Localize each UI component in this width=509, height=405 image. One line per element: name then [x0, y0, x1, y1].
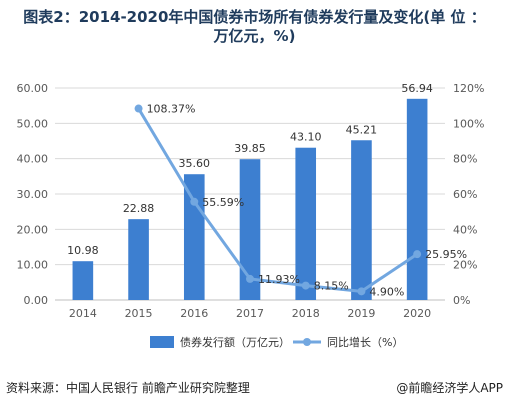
x-tick-label: 2014 [69, 307, 97, 320]
legend-bar-label: 债券发行额（万亿元） [180, 335, 290, 349]
y-right-tick-label: 120% [453, 82, 484, 95]
growth-point [357, 287, 366, 296]
growth-value-label: 4.90% [369, 285, 404, 298]
y-left-tick-label: 20.00 [17, 223, 49, 236]
x-tick-label: 2015 [125, 307, 153, 320]
growth-point [134, 104, 143, 113]
y-right-tick-label: 0% [453, 294, 470, 307]
source-note: 资料来源：中国人民银行 前瞻产业研究院整理 [6, 381, 250, 395]
bar-value-label: 22.88 [123, 202, 155, 215]
y-left-tick-label: 10.00 [17, 259, 49, 272]
y-right-tick-label: 100% [453, 117, 484, 130]
y-right-tick-label: 80% [453, 153, 477, 166]
bar-value-label: 43.10 [290, 131, 322, 144]
x-tick-label: 2018 [292, 307, 320, 320]
growth-point [301, 281, 310, 290]
x-tick-label: 2019 [347, 307, 375, 320]
y-left-tick-label: 40.00 [17, 153, 49, 166]
chart-title: 图表2：2014-2020年中国债券市场所有债券发行量及变化(单 位 ： 万亿元… [0, 8, 509, 46]
y-right-tick-label: 20% [453, 259, 477, 272]
x-tick-label: 2016 [180, 307, 208, 320]
bar-value-label: 56.94 [401, 82, 433, 95]
growth-point [246, 274, 254, 283]
bar [406, 98, 428, 300]
bar-value-label: 39.85 [234, 142, 266, 155]
bar-value-label: 35.60 [179, 157, 211, 170]
legend-line-marker [303, 338, 311, 346]
bar [351, 140, 372, 300]
growth-value-label: 55.59% [202, 196, 244, 209]
credit-note: @前瞻经济学人APP [396, 381, 503, 395]
y-left-tick-label: 50.00 [17, 117, 49, 130]
growth-value-label: 108.37% [147, 103, 196, 116]
y-right-tick-label: 60% [453, 188, 477, 201]
y-left-tick-label: 0.00 [24, 294, 49, 307]
growth-point [413, 250, 422, 259]
legend-bar-swatch [150, 336, 174, 348]
bar [72, 261, 94, 300]
chart-title-line-2: 万亿元，%) [213, 27, 296, 45]
x-tick-label: 2020 [403, 307, 431, 320]
y-right-tick-label: 40% [453, 223, 477, 236]
growth-value-label: 11.93% [258, 273, 300, 286]
bar-value-label: 10.98 [67, 244, 99, 257]
bar [295, 147, 317, 300]
legend-line-label: 同比增长（%） [327, 335, 403, 349]
growth-point [190, 197, 199, 206]
bar [239, 159, 261, 300]
growth-value-label: 8.15% [314, 280, 349, 293]
bar-value-label: 45.21 [346, 123, 378, 136]
bar [183, 174, 205, 300]
x-tick-label: 2017 [236, 307, 264, 320]
y-left-tick-label: 30.00 [17, 188, 49, 201]
y-left-tick-label: 60.00 [17, 82, 49, 95]
growth-line [137, 107, 418, 293]
chart-title-line-1: 图表2：2014-2020年中国债券市场所有债券发行量及变化(单 位 ： [23, 8, 486, 26]
growth-value-label: 25.95% [425, 248, 467, 261]
bar [128, 219, 149, 300]
